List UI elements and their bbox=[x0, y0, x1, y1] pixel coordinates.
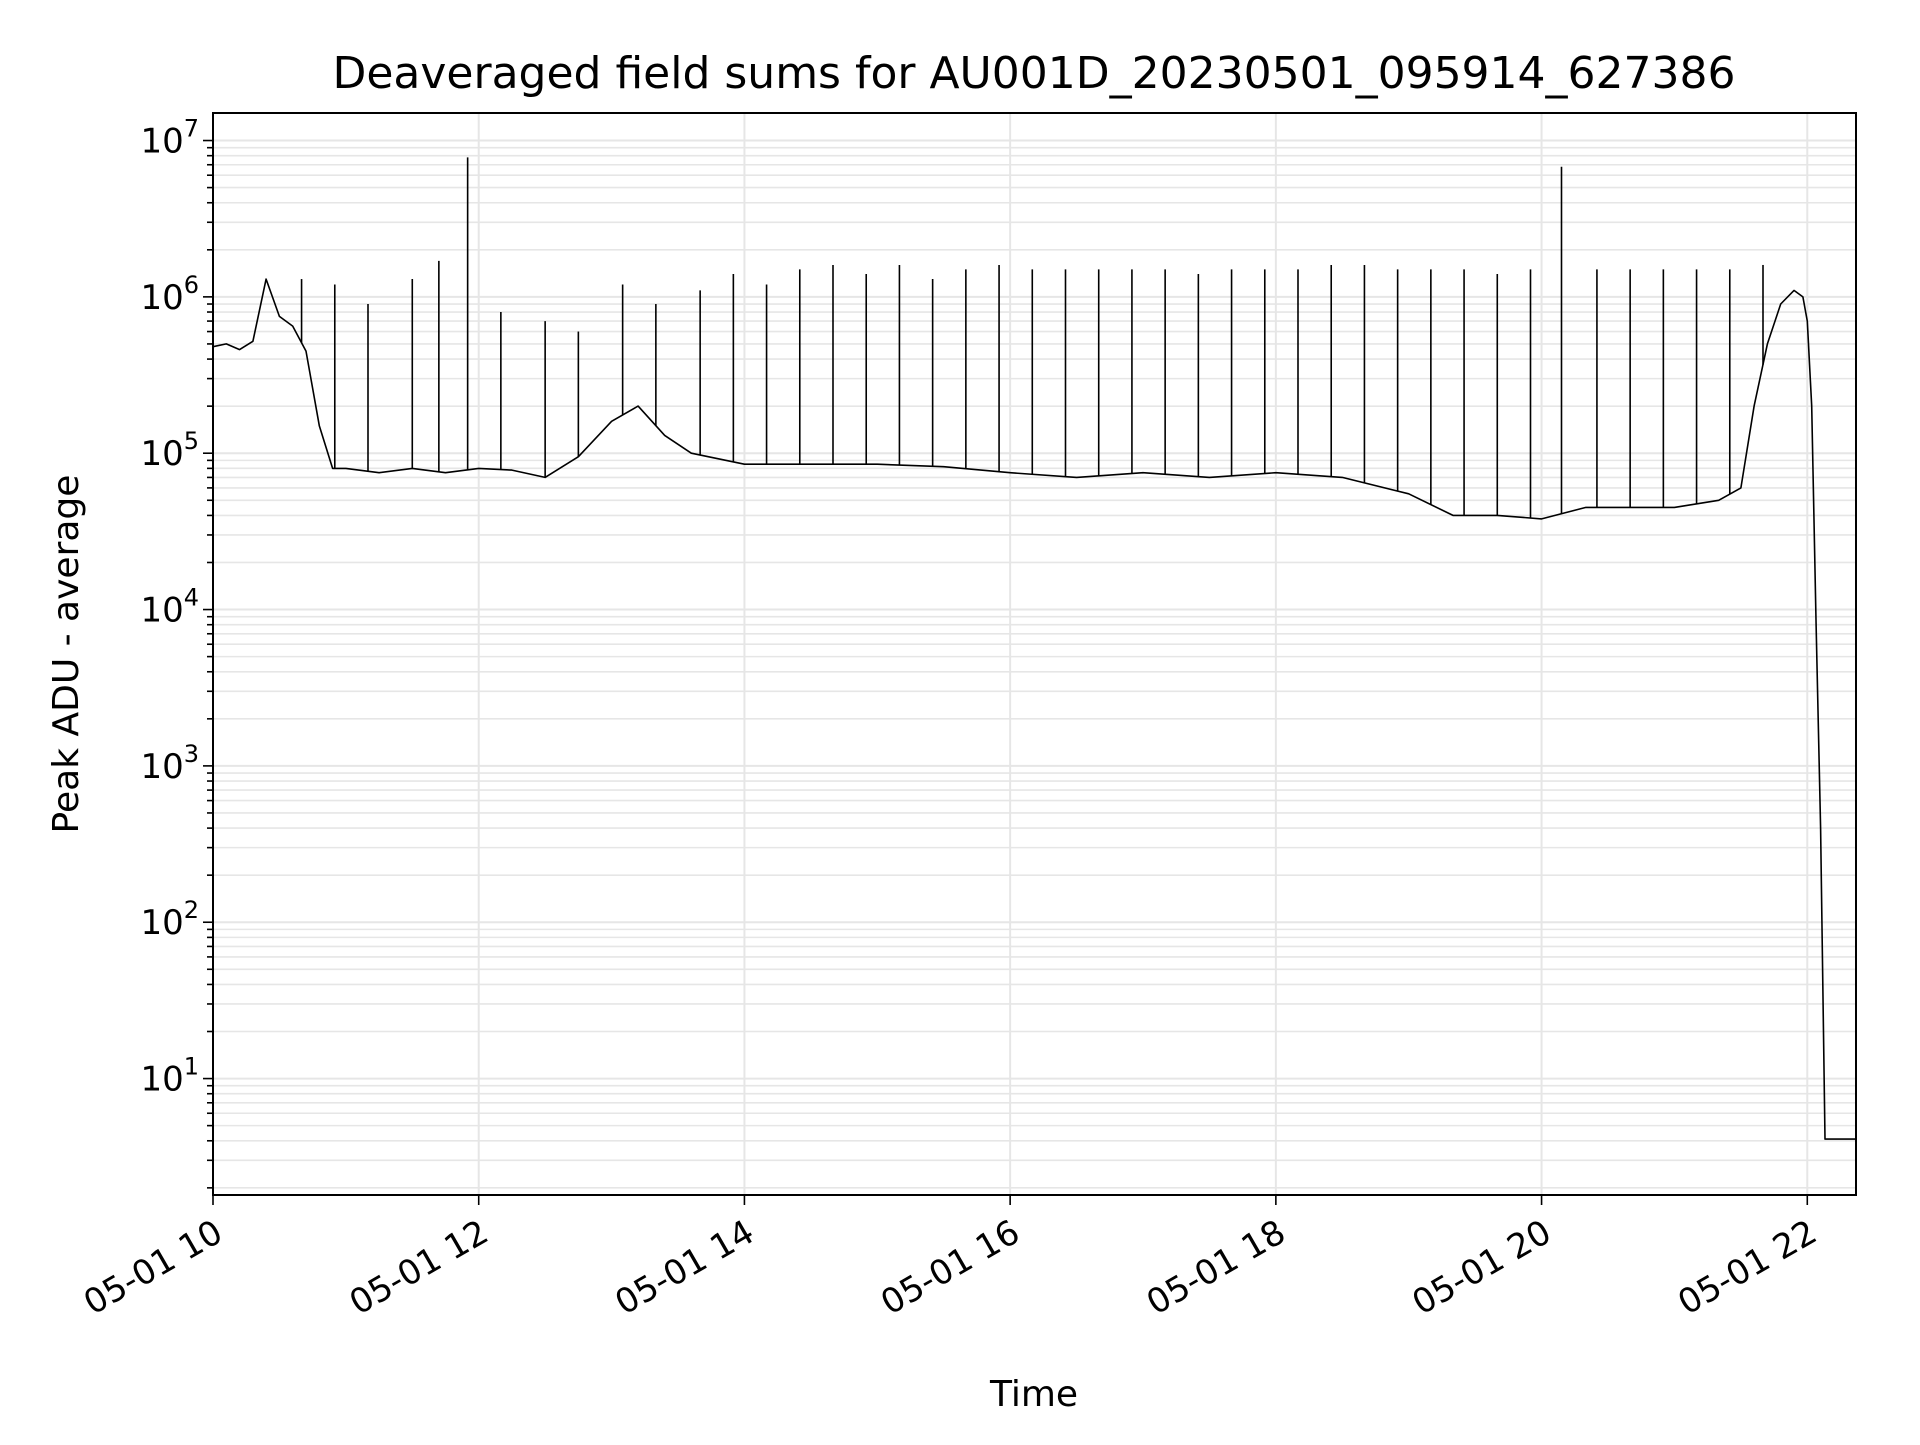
y-tick-label: 103 bbox=[140, 740, 199, 787]
y-tick-label: 102 bbox=[140, 896, 199, 943]
baseline-series-line bbox=[212, 278, 1856, 1140]
grid bbox=[212, 113, 1856, 1195]
y-tick-label: 104 bbox=[140, 584, 199, 631]
y-axis-label: Peak ADU - average bbox=[46, 475, 87, 834]
series-group bbox=[212, 157, 1856, 1140]
y-tick-label: 105 bbox=[140, 427, 199, 474]
y-tick-label: 106 bbox=[140, 271, 199, 318]
y-tick-label: 101 bbox=[140, 1053, 199, 1100]
plot-frame bbox=[212, 112, 1857, 1196]
chart-title: Deaveraged field sums for AU001D_2023050… bbox=[332, 48, 1735, 99]
y-tick-label: 107 bbox=[140, 115, 199, 162]
x-axis-label: Time bbox=[989, 1374, 1078, 1415]
